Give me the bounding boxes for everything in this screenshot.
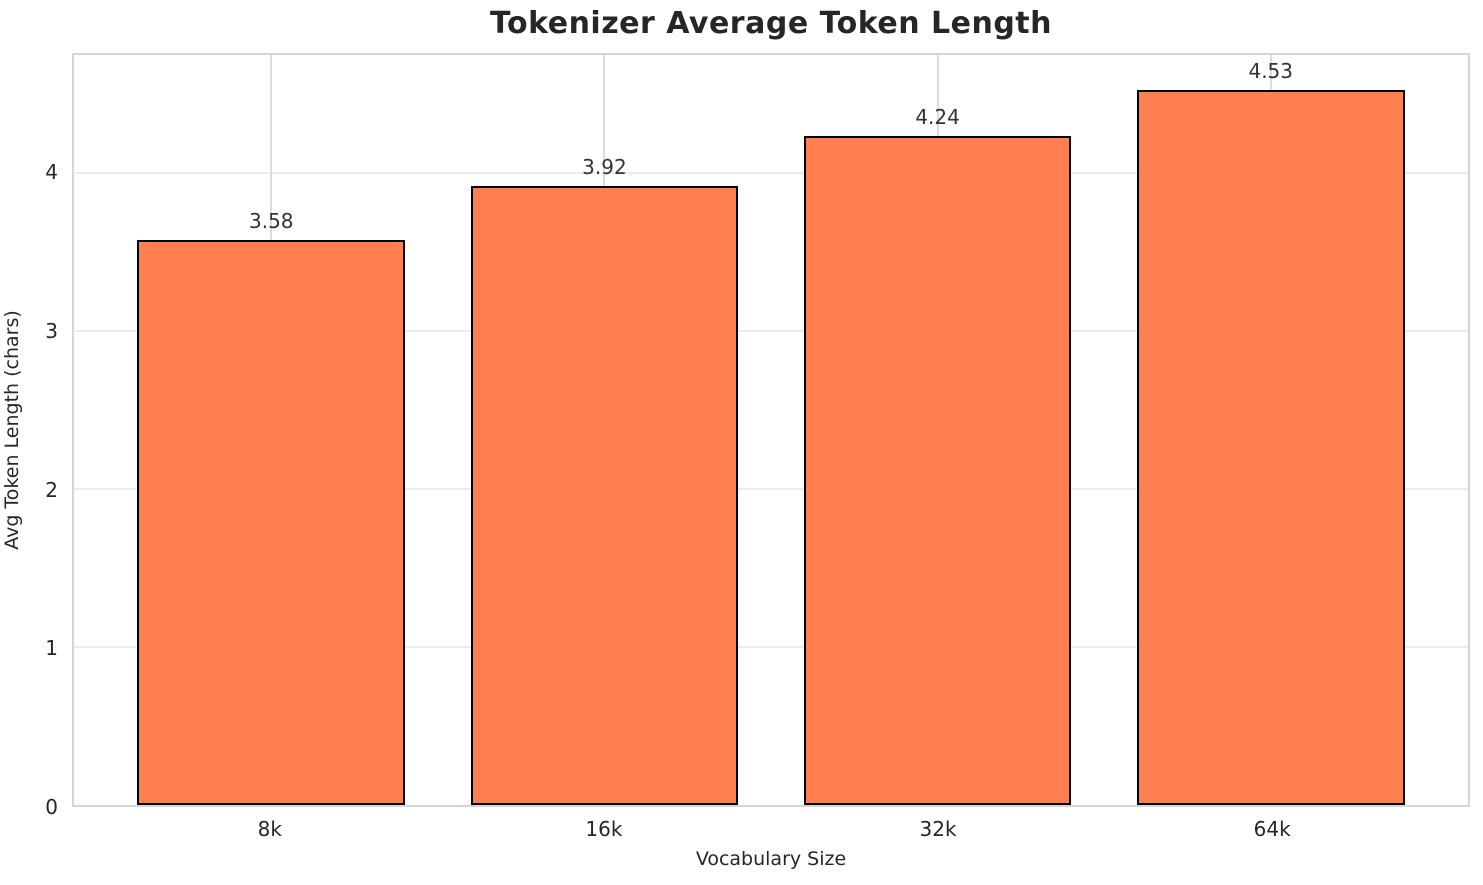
bar-8k	[137, 239, 406, 805]
y-axis-tick-labels: 0 1 2 3 4	[0, 53, 58, 819]
gridline-horizontal	[74, 646, 1468, 649]
x-tick-label: 32k	[919, 817, 957, 841]
x-tick-label: 8k	[257, 817, 282, 841]
y-tick-label: 3	[45, 318, 58, 343]
bar-32k	[803, 135, 1072, 805]
bar-value-label: 4.24	[915, 104, 960, 129]
gridline-horizontal	[74, 172, 1468, 175]
x-tick-label: 16k	[585, 817, 623, 841]
y-axis-title: Avg Token Length (chars)	[1, 310, 23, 550]
y-tick-label: 1	[45, 636, 58, 661]
bar-16k	[470, 186, 739, 805]
x-axis-tick-labels: 8k 16k 32k 64k	[72, 817, 1470, 843]
bar-64k	[1136, 89, 1405, 805]
plot-area: 3.58 3.92 4.24 4.53	[72, 53, 1470, 807]
y-tick-label: 0	[45, 795, 58, 819]
gridline-horizontal	[74, 330, 1468, 333]
x-tick-label: 64k	[1253, 817, 1291, 841]
chart-title: Tokenizer Average Token Length	[489, 6, 1052, 41]
bar-value-label: 3.92	[582, 155, 627, 180]
y-tick-label: 2	[45, 477, 58, 502]
y-tick-label: 4	[45, 160, 58, 185]
bar-value-label: 4.53	[1248, 58, 1293, 83]
x-axis-title: Vocabulary Size	[695, 848, 847, 870]
bar-value-label: 3.58	[248, 208, 294, 233]
gridline-horizontal	[74, 488, 1468, 491]
